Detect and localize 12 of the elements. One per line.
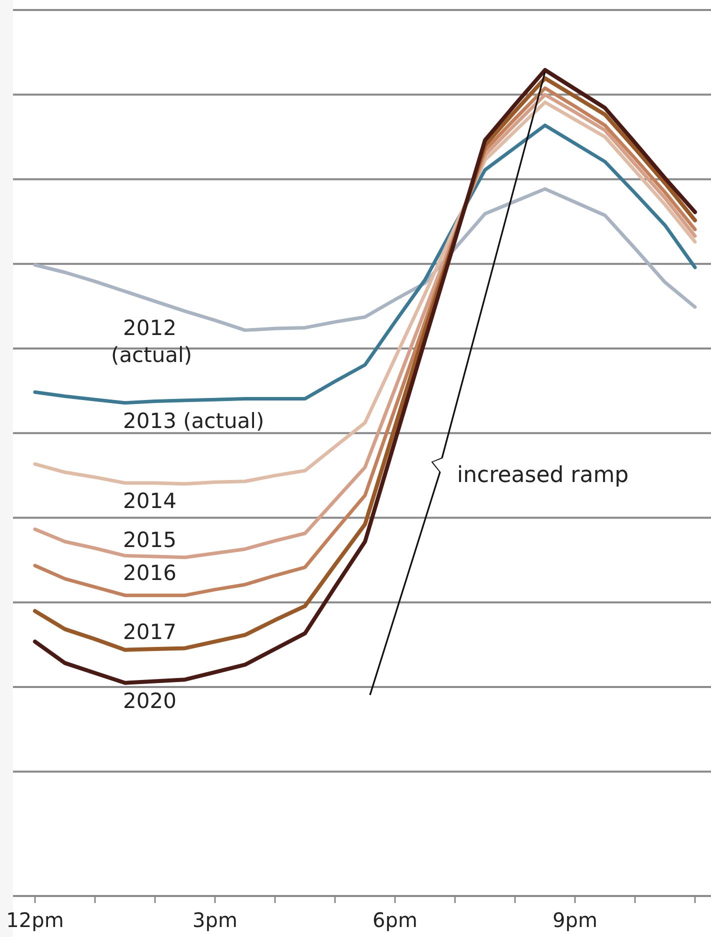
annotation: increased ramp	[457, 463, 629, 488]
series-label: 2012 (actual)	[111, 316, 192, 367]
series-label: 2016	[123, 561, 176, 585]
series-label: 2017	[123, 620, 176, 644]
x-tick-label: 12pm	[6, 908, 64, 932]
series-label: 2020	[123, 689, 176, 713]
series-label: 2014	[123, 489, 176, 513]
x-tick-label: 9pm	[552, 908, 598, 932]
series-label: 2015	[123, 528, 176, 552]
series-label: 2013 (actual)	[123, 409, 264, 433]
x-tick-label: 6pm	[372, 908, 418, 932]
x-tick-label: 3pm	[192, 908, 238, 932]
